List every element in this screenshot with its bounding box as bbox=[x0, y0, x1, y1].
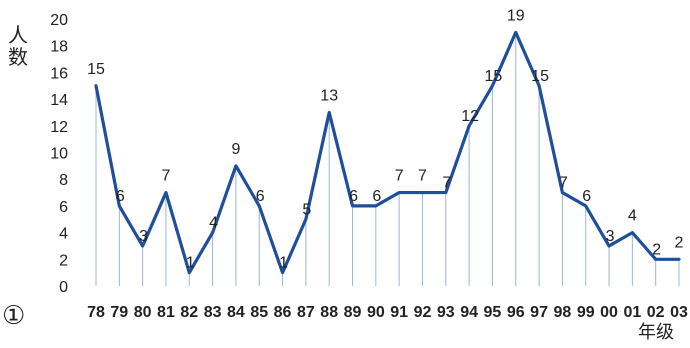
x-tick-labels: 78 79 80 81 82 83 84 85 86 87 88 89 90 91 92 93 94 95 96 97… bbox=[87, 304, 688, 321]
data-label: 6 bbox=[116, 188, 125, 205]
data-label: 3 bbox=[606, 228, 615, 245]
data-label: 15 bbox=[87, 61, 105, 78]
x-axis-label: 年级 bbox=[638, 322, 674, 343]
data-label: 5 bbox=[302, 201, 311, 218]
x-tick-label: 84 bbox=[227, 304, 245, 321]
y-tick-label: 0 bbox=[59, 279, 68, 296]
data-label: 6 bbox=[582, 188, 591, 205]
data-label: 6 bbox=[372, 188, 381, 205]
y-tick-label: 8 bbox=[59, 172, 68, 189]
x-tick-label: 79 bbox=[110, 304, 128, 321]
y-tick-label: 12 bbox=[50, 119, 68, 136]
data-label: 19 bbox=[507, 7, 525, 24]
data-label: 9 bbox=[231, 141, 240, 158]
x-tick-label: 81 bbox=[157, 304, 175, 321]
y-tick-label: 14 bbox=[50, 92, 68, 109]
x-tick-label: 92 bbox=[414, 304, 432, 321]
data-label: 15 bbox=[485, 68, 503, 85]
data-label: 13 bbox=[320, 87, 338, 104]
y-tick-labels: 0 2 4 6 8 10 12 14 16 18 20 bbox=[50, 12, 68, 296]
panel-marker: ① bbox=[2, 301, 26, 331]
data-label: 6 bbox=[349, 188, 358, 205]
y-axis-label-char-1: 人 bbox=[8, 23, 28, 47]
drop-lines bbox=[95, 32, 680, 286]
y-tick-label: 18 bbox=[50, 39, 68, 56]
x-tick-label: 89 bbox=[344, 304, 362, 321]
data-label: 7 bbox=[559, 175, 568, 192]
y-tick-label: 10 bbox=[50, 146, 68, 163]
x-tick-label: 80 bbox=[134, 304, 152, 321]
data-label: 4 bbox=[209, 215, 218, 232]
data-label: 7 bbox=[395, 168, 404, 185]
x-tick-label: 97 bbox=[530, 304, 548, 321]
data-label: 1 bbox=[186, 255, 195, 272]
x-tick-label: 78 bbox=[87, 304, 105, 321]
data-label: 1 bbox=[279, 255, 288, 272]
data-label: 7 bbox=[442, 175, 451, 192]
x-tick-label: 91 bbox=[390, 304, 408, 321]
y-tick-label: 6 bbox=[59, 199, 68, 216]
y-axis-label-char-2: 数 bbox=[8, 45, 28, 69]
x-tick-label: 88 bbox=[320, 304, 338, 321]
x-tick-label: 87 bbox=[297, 304, 315, 321]
y-tick-label: 4 bbox=[59, 226, 68, 243]
x-tick-label: 86 bbox=[274, 304, 292, 321]
data-label: 4 bbox=[628, 208, 637, 225]
data-label: 7 bbox=[162, 168, 171, 185]
x-tick-label: 02 bbox=[647, 304, 665, 321]
x-tick-label: 90 bbox=[367, 304, 385, 321]
x-tick-label: 82 bbox=[180, 304, 198, 321]
data-label: 2 bbox=[675, 234, 684, 251]
x-tick-label: 94 bbox=[460, 304, 478, 321]
x-tick-label: 83 bbox=[204, 304, 222, 321]
x-tick-label: 03 bbox=[670, 304, 688, 321]
x-tick-label: 96 bbox=[507, 304, 525, 321]
series-line bbox=[94, 30, 681, 275]
data-label: 2 bbox=[652, 241, 661, 258]
y-tick-label: 2 bbox=[59, 252, 68, 269]
data-label: 15 bbox=[531, 68, 549, 85]
x-tick-label: 93 bbox=[437, 304, 455, 321]
y-tick-label: 16 bbox=[50, 65, 68, 82]
data-label: 6 bbox=[256, 188, 265, 205]
data-label: 12 bbox=[461, 108, 479, 125]
data-label: 3 bbox=[139, 228, 148, 245]
x-tick-label: 00 bbox=[600, 304, 618, 321]
data-label: 7 bbox=[418, 168, 427, 185]
y-tick-label: 20 bbox=[50, 12, 68, 29]
x-tick-label: 99 bbox=[577, 304, 595, 321]
x-tick-label: 01 bbox=[623, 304, 641, 321]
x-tick-label: 85 bbox=[250, 304, 268, 321]
x-tick-label: 98 bbox=[554, 304, 572, 321]
x-tick-label: 95 bbox=[484, 304, 502, 321]
